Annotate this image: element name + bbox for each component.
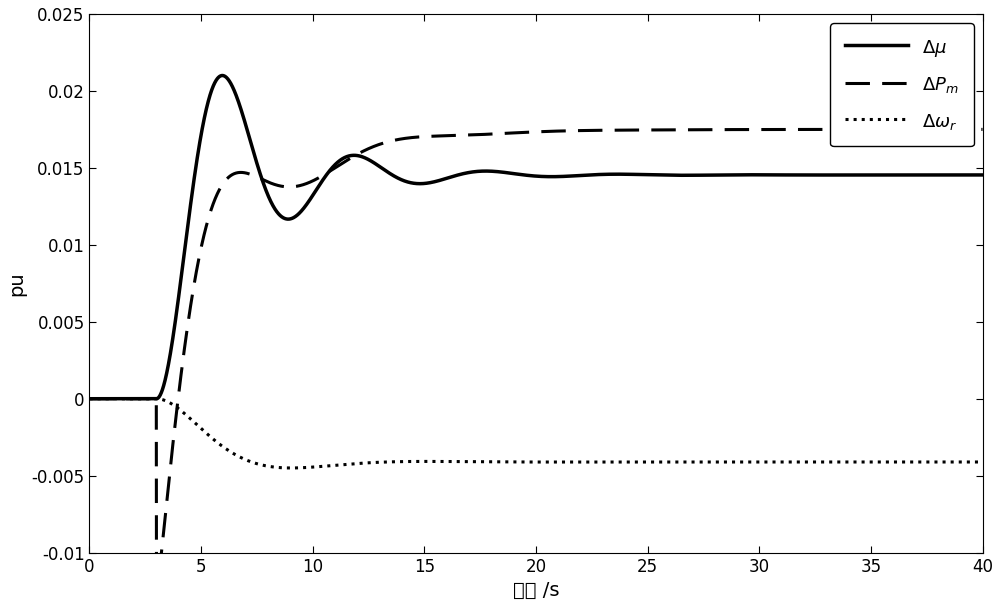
$\Delta\mu$ — [750, 171, 762, 178]
$\Delta\mu$ — [216, 72, 228, 79]
$\Delta\omega_r$ — [664, 458, 676, 466]
Line: $\Delta P_m$: $\Delta P_m$ — [89, 129, 983, 600]
$\Delta\omega_r$ — [425, 458, 437, 465]
$\Delta\mu$ — [977, 171, 989, 178]
$\Delta\omega_r$ — [246, 458, 258, 466]
$\Delta\mu$ — [246, 143, 258, 150]
$\Delta\omega_r$ — [750, 458, 762, 466]
$\Delta\omega_r$ — [619, 458, 631, 466]
$\Delta\omega_r$ — [83, 395, 95, 402]
$\Delta P_m$ — [619, 126, 631, 134]
$\Delta\mu$ — [83, 395, 95, 402]
$\Delta\mu$ — [818, 171, 830, 178]
$\Delta P_m$ — [977, 126, 989, 133]
$\Delta\omega_r$ — [977, 458, 989, 466]
$\Delta P_m$ — [818, 126, 830, 133]
Line: $\Delta\mu$: $\Delta\mu$ — [89, 75, 983, 399]
$\Delta P_m$ — [83, 395, 95, 402]
$\Delta P_m$ — [664, 126, 676, 134]
Y-axis label: pu: pu — [7, 271, 26, 296]
$\Delta\mu$ — [425, 179, 437, 186]
$\Delta P_m$ — [246, 171, 258, 178]
$\Delta\mu$ — [619, 171, 631, 178]
Legend: $\Delta\mu$, $\Delta P_m$, $\Delta\omega_r$: $\Delta\mu$, $\Delta P_m$, $\Delta\omega… — [830, 23, 974, 146]
$\Delta P_m$ — [150, 596, 162, 603]
$\Delta\omega_r$ — [818, 458, 830, 466]
$\Delta P_m$ — [425, 132, 437, 140]
$\Delta\mu$ — [664, 172, 676, 179]
X-axis label: 时间 /s: 时间 /s — [513, 581, 559, 600]
$\Delta P_m$ — [750, 126, 762, 133]
Line: $\Delta\omega_r$: $\Delta\omega_r$ — [89, 399, 983, 468]
$\Delta\omega_r$ — [285, 464, 297, 472]
